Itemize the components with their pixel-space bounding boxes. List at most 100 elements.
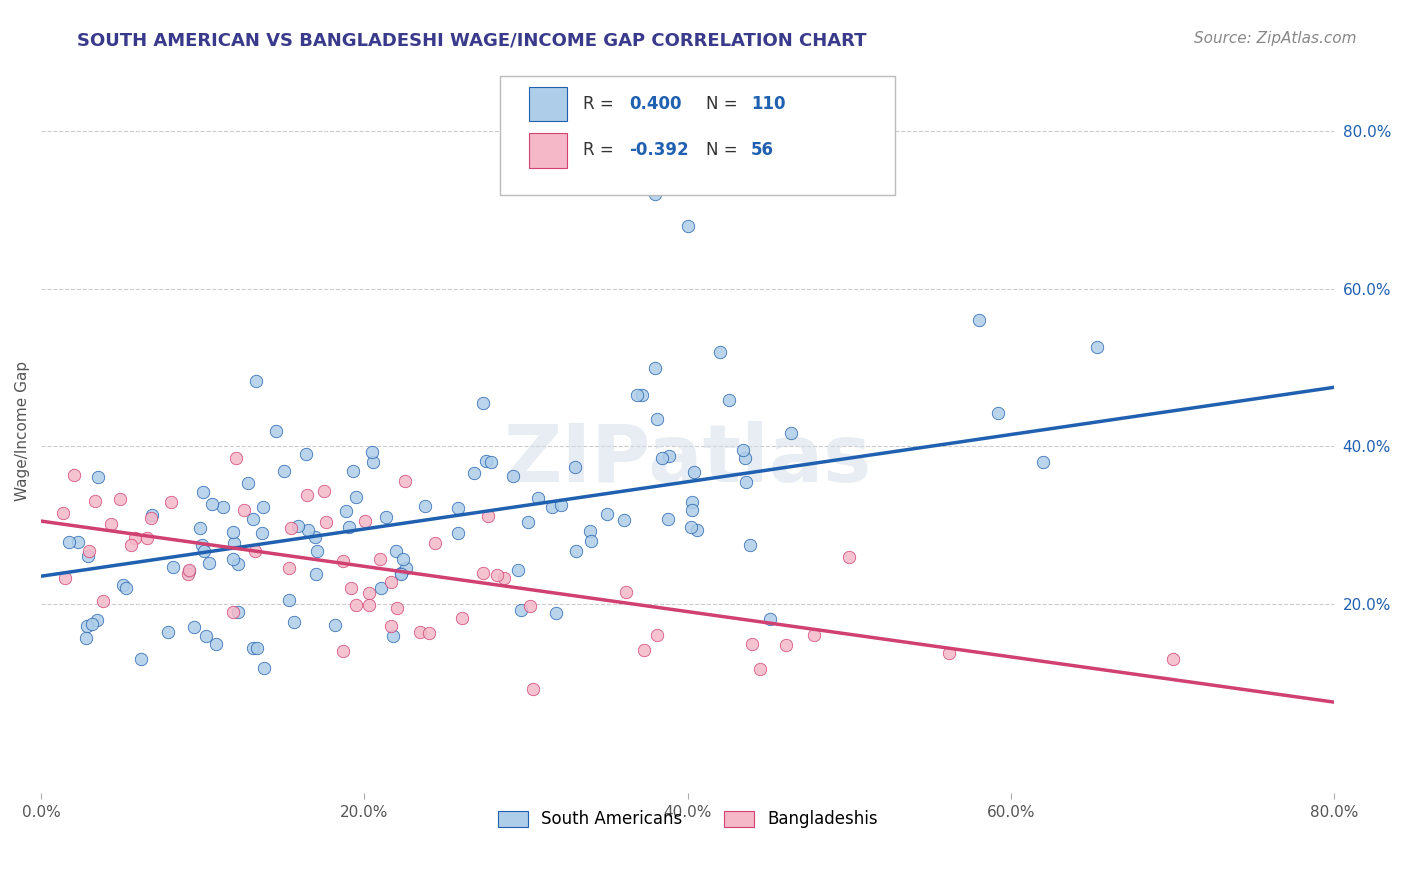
Point (682, 503, 704, 517)
Point (297, 523, 319, 537)
Point (409, 624, 432, 639)
Point (382, 629, 405, 643)
Point (179, 564, 201, 578)
Point (246, 640, 269, 655)
Text: -0.392: -0.392 (630, 141, 689, 160)
Point (579, 524, 602, 538)
Point (77, 544, 100, 558)
Point (190, 521, 212, 535)
Point (477, 509, 499, 524)
Text: 0.400: 0.400 (630, 95, 682, 113)
Text: N =: N = (706, 95, 742, 113)
Text: 56: 56 (751, 141, 773, 160)
Point (644, 360, 666, 375)
Point (278, 561, 301, 575)
Point (194, 629, 217, 643)
Point (225, 450, 247, 465)
Point (389, 566, 412, 580)
Point (375, 509, 398, 524)
Text: Source: ZipAtlas.com: Source: ZipAtlas.com (1194, 31, 1357, 46)
Point (63, 468, 86, 483)
Point (741, 637, 763, 651)
Point (472, 566, 495, 581)
Point (360, 445, 382, 459)
Point (626, 388, 648, 402)
Point (295, 447, 318, 461)
Point (644, 187, 666, 202)
Point (395, 561, 418, 575)
Point (758, 611, 780, 625)
Point (80, 617, 103, 632)
Point (141, 508, 163, 522)
Point (361, 455, 384, 469)
Point (58, 535, 80, 549)
Point (838, 549, 860, 564)
Point (527, 491, 550, 505)
Point (342, 464, 364, 478)
Point (197, 557, 219, 571)
Point (115, 581, 138, 595)
Point (76, 631, 98, 645)
Point (651, 450, 673, 465)
Point (67, 534, 90, 549)
Point (264, 424, 287, 438)
Point (191, 538, 214, 552)
Point (734, 451, 756, 466)
Point (596, 507, 619, 521)
FancyBboxPatch shape (501, 76, 894, 195)
Point (332, 554, 354, 568)
Legend: South Americans, Bangladeshis: South Americans, Bangladeshis (491, 804, 884, 835)
Y-axis label: Wage/Income Gap: Wage/Income Gap (15, 360, 30, 500)
Point (108, 491, 131, 506)
Point (645, 412, 668, 426)
Point (987, 406, 1010, 420)
Text: N =: N = (706, 141, 742, 160)
Point (287, 519, 309, 533)
Point (277, 593, 299, 607)
Point (242, 640, 264, 655)
Point (243, 543, 266, 558)
Point (1085, 340, 1108, 354)
Point (681, 494, 703, 508)
Point (685, 523, 707, 537)
Text: R =: R = (583, 141, 619, 160)
Point (1032, 455, 1054, 469)
Point (305, 544, 328, 558)
Point (226, 605, 249, 619)
Point (657, 512, 679, 526)
Point (315, 516, 337, 530)
Point (550, 498, 572, 512)
Point (519, 599, 541, 614)
Point (177, 564, 200, 578)
Point (733, 443, 755, 458)
Point (544, 606, 567, 620)
Point (304, 530, 326, 544)
Point (486, 568, 509, 582)
Point (967, 313, 990, 327)
Text: SOUTH AMERICAN VS BANGLADESHI WAGE/INCOME GAP CORRELATION CHART: SOUTH AMERICAN VS BANGLADESHI WAGE/INCOM… (77, 31, 868, 49)
Point (139, 511, 162, 525)
Point (245, 374, 267, 388)
Point (136, 532, 159, 546)
Point (631, 388, 654, 402)
Point (581, 533, 603, 548)
Point (1161, 652, 1184, 666)
Point (226, 558, 249, 572)
Point (129, 652, 152, 666)
Point (236, 475, 259, 490)
Point (335, 504, 357, 518)
Point (205, 637, 228, 651)
Point (613, 513, 636, 527)
Point (510, 603, 533, 617)
Point (211, 500, 233, 514)
Point (252, 526, 274, 541)
Point (463, 466, 485, 480)
Point (938, 646, 960, 660)
Point (385, 601, 408, 615)
Point (193, 544, 215, 558)
Point (344, 599, 367, 613)
Point (124, 531, 146, 545)
Point (749, 662, 772, 676)
Text: R =: R = (583, 95, 619, 113)
Point (682, 466, 704, 480)
